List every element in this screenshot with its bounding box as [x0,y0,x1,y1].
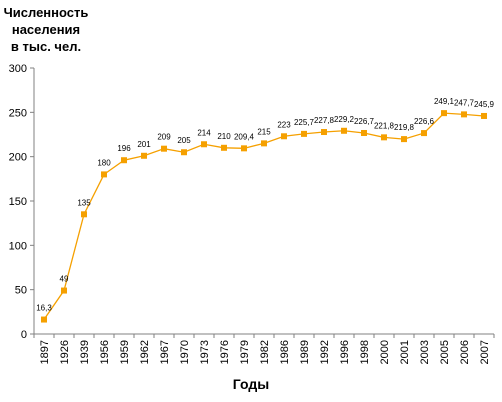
x-tick-label: 1989 [299,340,311,364]
data-label: 201 [137,140,151,149]
x-tick-label: 1976 [219,340,231,364]
data-point [161,145,167,152]
data-label: 226,7 [354,117,375,126]
x-tick-label: 1982 [259,340,271,364]
x-tick-label: 2000 [379,340,391,364]
data-point [221,144,227,151]
x-tick-label: 1956 [99,340,111,364]
x-tick-label: 1992 [319,340,331,364]
x-tick-label: 1939 [79,340,91,364]
data-point [61,287,67,294]
data-label: 229,2 [334,115,355,124]
y-tick-label: 50 [15,285,27,297]
y-tick-label: 0 [21,329,27,341]
data-point [321,129,327,136]
data-label: 215 [257,127,271,136]
data-point [41,316,47,323]
x-tick-label: 2006 [459,340,471,364]
data-point [441,110,447,117]
data-label: 225,7 [294,118,315,127]
x-tick-label: 1897 [39,340,51,364]
y-axis-title: Численность населения в тыс. чел. [3,5,89,54]
x-tick-label: 1979 [239,340,251,364]
data-point [301,130,307,137]
data-label: 223 [277,120,291,129]
x-tick-label: 2005 [439,340,451,364]
series-population [41,110,487,323]
data-label: 209 [157,133,171,142]
data-label: 247,7 [454,98,475,107]
data-label: 196 [117,144,131,153]
data-label: 221,8 [374,121,395,130]
data-label: 205 [177,136,191,145]
y-tick-label: 150 [9,196,27,208]
x-tick-label: 2003 [419,340,431,364]
data-label: 214 [197,128,211,137]
data-label: 180 [97,158,111,167]
x-axis-ticks: 1897 1926 1939 1956 1959 1962 1967 1970 1973 1976… [33,334,495,364]
x-tick-label: 1998 [359,340,371,364]
data-point [81,211,87,218]
x-tick-label: 1959 [119,340,131,364]
data-point [381,134,387,141]
data-point [181,149,187,156]
data-point [401,136,407,143]
data-label: 135 [77,198,91,207]
data-label: 210 [217,132,231,141]
x-tick-label: 2001 [399,340,411,364]
data-label: 209,4 [234,132,255,141]
x-tick-label: 2007 [479,340,491,364]
y-tick-label: 300 [9,63,27,75]
data-point [341,127,347,134]
data-point [201,141,207,148]
x-axis-title: Годы [232,376,270,392]
data-label: 16,3 [36,304,52,313]
data-point [361,129,367,136]
data-point [261,140,267,147]
x-tick-label: 1986 [279,340,291,364]
data-point [141,152,147,159]
y-tick-label: 250 [9,107,27,119]
data-label: 245,9 [474,100,495,109]
x-tick-label: 1926 [59,340,71,364]
data-label: 227,8 [314,116,335,125]
data-label: 49 [60,275,69,284]
x-tick-label: 1996 [339,340,351,364]
data-point [241,145,247,152]
data-point [121,157,127,164]
data-point [481,112,487,119]
x-tick-label: 1970 [179,340,191,364]
x-tick-label: 1967 [159,340,171,364]
data-point [101,171,107,178]
x-tick-label: 1962 [139,340,151,364]
x-tick-label: 1973 [199,340,211,364]
data-point [421,130,427,137]
y-axis-ticks: 0 50 100 150 200 250 300 [9,63,34,341]
data-label: 219,8 [394,123,415,132]
axes [33,68,494,335]
y-tick-label: 100 [9,240,27,252]
data-point [461,111,467,118]
y-tick-label: 200 [9,152,27,164]
data-label: 226,6 [414,117,435,126]
data-point [281,133,287,140]
data-label: 249,1 [434,97,455,106]
